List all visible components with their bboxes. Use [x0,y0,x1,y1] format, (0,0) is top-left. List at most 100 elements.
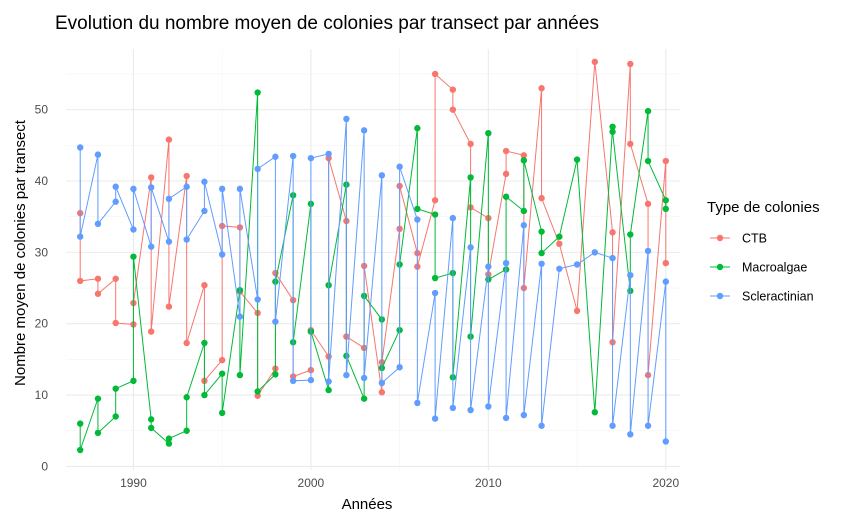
ctb-data-point [449,106,457,113]
y-tick-label: 10 [35,388,49,402]
scleractinian-data-point [236,185,244,193]
y-tick-label: 30 [35,245,49,259]
ctb-data-point [183,339,190,347]
x-axis-title: Années [342,496,393,513]
legend-item-ctb: CTB [710,232,767,246]
scleractinian-data-point [272,153,279,160]
ctb-data-point [627,140,634,148]
macroalgae-data-point [467,174,474,181]
macroalgae-data-point [360,395,368,402]
scleractinian-data-point [289,377,297,385]
scleractinian-data-point [307,376,315,384]
ctb-data-point [556,240,563,248]
scleractinian-data-point [520,411,528,419]
ctb-data-point [147,174,155,181]
series-scleractinian [76,115,670,445]
scleractinian-data-point [76,233,84,240]
ctb-data-point [467,140,474,148]
x-tick-label: 1990 [120,476,147,490]
scleractinian-data-point [360,374,368,382]
scleractinian-data-point [609,254,616,262]
macroalgae-data-point [538,228,545,235]
scleractinian-data-point [130,226,137,233]
scleractinian-data-point [236,313,244,320]
ctb-data-point [662,157,670,165]
y-axis-ticks: 0 10 20 30 40 50 [35,103,49,474]
scleractinian-data-point [218,251,226,258]
legend-item-scleractinian: Scleractinian [710,290,814,304]
x-tick-label: 2000 [298,476,325,490]
scleractinian-data-point [201,207,208,215]
macroalgae-data-point [183,427,190,434]
ctb-data-point [662,259,670,267]
scleractinian-data-point [467,406,474,414]
macroalgae-data-point [591,409,599,416]
scleractinian-data-point [414,399,421,407]
scleractinian-data-point [218,185,226,193]
x-tick-label: 2020 [652,476,679,490]
scleractinian-data-point [396,364,403,371]
macroalgae-data-point [147,416,155,423]
macroalgae-data-point [254,89,261,96]
macroalgae-data-point [130,253,137,260]
x-axis-ticks: 1990 2000 2010 2020 [120,476,679,490]
legend: Type de colonies CTB Macroalgae Scleractin… [707,199,820,304]
ctb-data-point [502,147,510,155]
macroalgae-data-point [218,409,226,417]
macroalgae-data-point [520,207,528,215]
legend-key-point [716,292,724,300]
legend-label: CTB [742,232,767,246]
y-tick-label: 20 [35,317,49,331]
scleractinian-data-point [538,422,545,429]
ctb-data-point [449,86,457,93]
macroalgae-data-point [431,211,439,218]
ctb-data-point [183,172,190,180]
ctb-data-point [112,319,119,327]
macroalgae-data-point [94,429,102,437]
macroalgae-data-point [485,130,492,137]
macroalgae-data-point [414,125,421,132]
ctb-data-point [538,194,545,202]
scleractinian-data-point [609,422,616,429]
scleractinian-data-point [396,163,403,170]
scleractinian-data-point [485,263,492,270]
macroalgae-data-point [662,205,670,213]
macroalgae-data-point [201,339,208,347]
macroalgae-data-point [520,157,528,164]
scleractinian-data-point [538,260,545,267]
scleractinian-data-point [325,150,332,158]
macroalgae-data-point [76,420,84,427]
macroalgae-data-point [165,440,173,447]
chart-title: Evolution du nombre moyen de colonies pa… [55,13,599,34]
legend-label: Scleractinian [742,290,814,304]
scleractinian-data-point [591,249,599,256]
scleractinian-data-point [76,144,84,151]
ctb-data-point [431,197,439,204]
scleractinian-data-point [343,371,350,379]
macroalgae-data-point [272,371,279,378]
ctb-data-point [147,328,155,335]
scleractinian-data-point [378,379,386,387]
scleractinian-data-point [343,115,350,123]
scleractinian-data-point [644,247,652,255]
series-layer [76,58,670,454]
ctb-data-point [573,307,581,315]
scleractinian-data-point [449,404,457,412]
scleractinian-data-point [556,265,563,272]
y-tick-label: 0 [41,459,48,473]
scleractinian-data-point [627,431,634,438]
ctb-data-point [538,85,545,92]
scleractinian-data-point [644,422,652,429]
macroalgae-data-point [502,193,510,200]
macroalgae-data-point [76,446,84,454]
scleractinian-data-point [165,195,173,203]
macroalgae-data-point [662,197,670,204]
ctb-data-point [520,152,528,159]
scleractinian-data-point [254,165,261,173]
scleractinian-data-point [520,222,528,229]
scleractinian-data-point [289,152,297,160]
scleractinian-data-point [414,216,421,223]
macroalgae-data-point [573,156,581,163]
ctb-data-point [591,58,599,66]
scleractinian-data-point [662,438,670,445]
